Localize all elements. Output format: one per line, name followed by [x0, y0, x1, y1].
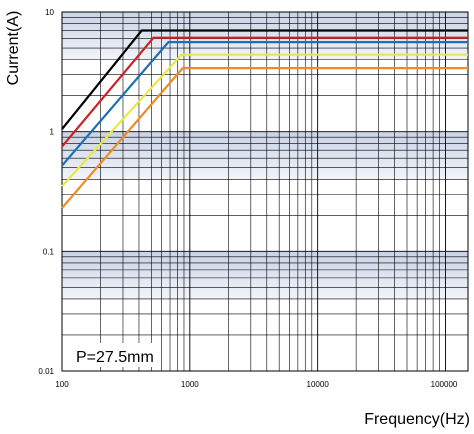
x-tick-labels: 100 1000 10000 100000 [55, 380, 458, 389]
shaded-band [62, 131, 468, 180]
shaded-band [62, 251, 468, 299]
series-line-2 [61, 36, 468, 148]
grid-lines [62, 12, 468, 371]
series-lines [61, 29, 468, 209]
annotation-text: P=27.5mm [76, 349, 154, 366]
shaded-band [62, 12, 468, 60]
x-axis-title: Frequency(Hz) [364, 411, 470, 428]
series-line-3 [61, 40, 468, 167]
x-tick-label: 100 [55, 380, 69, 389]
y-axis-title: Current(A) [5, 11, 22, 86]
shaded-bands [62, 12, 468, 299]
annotation-box [72, 343, 152, 367]
series-line-1 [61, 29, 468, 130]
plot-frame [61, 11, 469, 372]
x-tick-label: 10000 [307, 380, 330, 389]
y-tick-label: 1 [50, 128, 55, 137]
y-tick-label: 10 [45, 8, 54, 17]
y-tick-label: 0.1 [43, 247, 55, 256]
series-line-4 [61, 53, 468, 187]
x-tick-label: 1000 [181, 380, 199, 389]
series-line-5 [61, 66, 468, 209]
y-tick-label: 0.01 [38, 367, 54, 376]
y-tick-labels: 10 1 0.1 0.01 [38, 8, 54, 376]
x-tick-label: 100000 [431, 380, 458, 389]
